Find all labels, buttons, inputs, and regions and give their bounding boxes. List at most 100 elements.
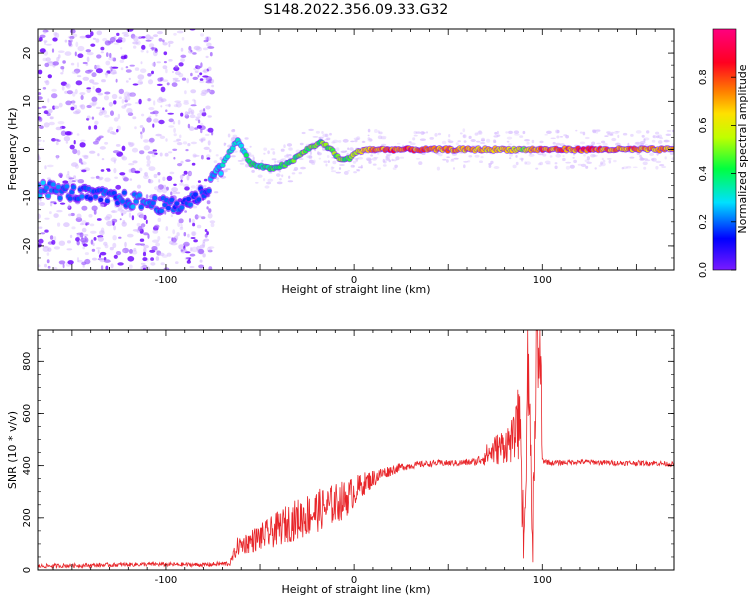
spectrogram-noise-blob xyxy=(102,37,108,42)
spectrogram-noise-blob xyxy=(53,246,61,250)
spectrogram-noise-blob xyxy=(609,133,614,136)
spectrogram-noise-blob xyxy=(71,180,76,183)
spectrogram-noise-blob xyxy=(199,80,205,84)
spectrogram-noise-blob xyxy=(121,156,128,161)
spectrogram-noise-blob xyxy=(45,80,50,86)
spectrogram-noise-blob xyxy=(199,259,203,263)
spectrogram-noise-blob xyxy=(131,147,139,153)
spectrogram-noise-blob xyxy=(353,137,360,141)
spectrogram-noise-blob xyxy=(659,137,664,140)
spectrogram-noise-blob xyxy=(462,134,466,138)
spectrogram-noise-blob xyxy=(40,232,45,235)
spectrogram-noise-blob xyxy=(127,141,131,145)
spectrogram-noise-blob xyxy=(86,56,90,63)
spectrogram-noise-blob xyxy=(101,158,105,161)
spectrogram-noise-blob xyxy=(347,169,351,172)
spectrogram-noise-blob xyxy=(127,233,134,238)
spectrogram-noise-blob xyxy=(173,133,177,137)
spectrogram-noise-blob xyxy=(171,71,175,73)
spectrogram-noise-blob xyxy=(180,160,184,164)
spectrogram-noise-blob xyxy=(92,103,95,106)
spectrogram-noise-blob xyxy=(480,139,485,141)
spectrogram-noise-blob xyxy=(141,44,146,50)
spectrogram-noise-blob xyxy=(370,154,373,157)
spectrogram-noise-blob xyxy=(74,179,79,182)
spectrogram-noise-blob xyxy=(99,251,107,256)
spectrogram-noise-blob xyxy=(143,263,146,268)
spectrogram-noise-blob xyxy=(665,133,672,136)
spectrogram-noise-blob xyxy=(214,191,219,194)
spectrogram-noise-blob xyxy=(205,133,210,136)
spectrogram-noise-blob xyxy=(79,142,86,148)
spectrogram-noise-blob xyxy=(139,214,145,219)
spectrogram-noise-blob xyxy=(125,66,129,69)
spectrogram-noise-blob xyxy=(53,213,59,219)
spectrogram-noise-blob xyxy=(338,167,342,170)
spectrogram-noise-blob xyxy=(143,145,151,151)
spectrogram-noise-blob xyxy=(550,137,556,140)
spectrogram-noise-blob xyxy=(150,257,155,261)
spectrogram-noise-blob xyxy=(185,251,191,254)
spectrogram-noise-blob xyxy=(343,170,349,175)
spectrogram-noise-blob xyxy=(641,134,645,138)
spectrogram-noise-blob xyxy=(93,209,97,215)
spectrogram-noise-blob xyxy=(121,31,129,35)
spectrogram-noise-blob xyxy=(531,139,535,144)
spectrogram-noise-blob xyxy=(129,178,133,181)
spectrogram-noise-blob xyxy=(198,138,206,142)
spectrogram-noise-blob xyxy=(104,244,109,249)
spectrogram-noise-blob xyxy=(123,177,129,182)
spectrogram-noise-blob xyxy=(134,126,137,130)
spectrogram-noise-blob xyxy=(183,241,190,247)
spectrogram-noise-blob xyxy=(191,218,195,224)
spectrogram-noise-blob xyxy=(451,158,454,161)
spectrogram-noise-blob xyxy=(125,69,132,73)
spectrogram-noise-blob xyxy=(77,149,81,156)
spectrogram-noise-blob xyxy=(104,216,111,221)
spectrogram-noise-blob xyxy=(113,117,119,122)
spectrogram-noise-blob xyxy=(309,159,313,163)
spectrogram-noise-blob xyxy=(185,257,192,260)
spectrogram-noise-blob xyxy=(134,67,140,71)
spectrogram-noise-blob xyxy=(115,144,121,147)
spectrogram-noise-blob xyxy=(47,108,53,114)
spectrogram-noise-blob xyxy=(77,53,84,58)
spectrogram-noise-blob xyxy=(225,168,231,171)
spectrogram-noise-blob xyxy=(38,243,42,248)
spectrogram-noise-blob xyxy=(168,240,174,245)
spectrogram-noise-blob xyxy=(651,139,656,143)
spectrogram-noise-blob xyxy=(177,163,183,167)
spectrogram-noise-blob xyxy=(59,125,63,131)
spectrogram-noise-blob xyxy=(196,125,202,129)
spectrogram-noise-blob xyxy=(109,36,116,43)
spectrogram-noise-blob xyxy=(100,227,105,233)
spectrogram-noise-blob xyxy=(58,240,66,246)
spectrogram-noise-blob xyxy=(195,116,201,119)
spectrogram-noise-blob xyxy=(166,82,170,86)
spectrogram-noise-blob xyxy=(146,98,152,102)
spectrogram-noise-blob xyxy=(90,230,97,234)
snr-x-tick-label: 100 xyxy=(533,575,552,586)
spectrogram-noise-blob xyxy=(206,42,212,47)
spectrogram-noise-blob xyxy=(209,220,216,224)
spectrogram-noise-blob xyxy=(128,163,135,166)
spectrogram-noise-blob xyxy=(92,37,97,40)
spectrogram-noise-blob xyxy=(65,100,72,106)
spectrogram-noise-blob xyxy=(152,239,159,243)
spectrogram-noise-blob xyxy=(374,129,378,133)
spectrogram-noise-blob xyxy=(43,110,49,115)
spectrogram-noise-blob xyxy=(45,57,51,62)
spectrogram-noise-blob xyxy=(48,61,54,67)
spectrogram-ridge-core xyxy=(122,190,127,195)
spectrogram-noise-blob xyxy=(145,219,148,224)
spectrogram-noise-blob xyxy=(368,160,372,164)
spectrogram-noise-blob xyxy=(42,87,47,90)
spectrogram-noise-blob xyxy=(156,83,163,86)
spectrogram-noise-blob xyxy=(64,51,72,56)
spectrogram-noise-blob xyxy=(298,158,304,160)
spectrogram-noise-blob xyxy=(49,235,54,240)
spectrogram-noise-blob xyxy=(162,42,168,46)
spectrogram-noise-blob xyxy=(142,267,146,270)
spectrogram-ridge-core xyxy=(137,193,143,198)
